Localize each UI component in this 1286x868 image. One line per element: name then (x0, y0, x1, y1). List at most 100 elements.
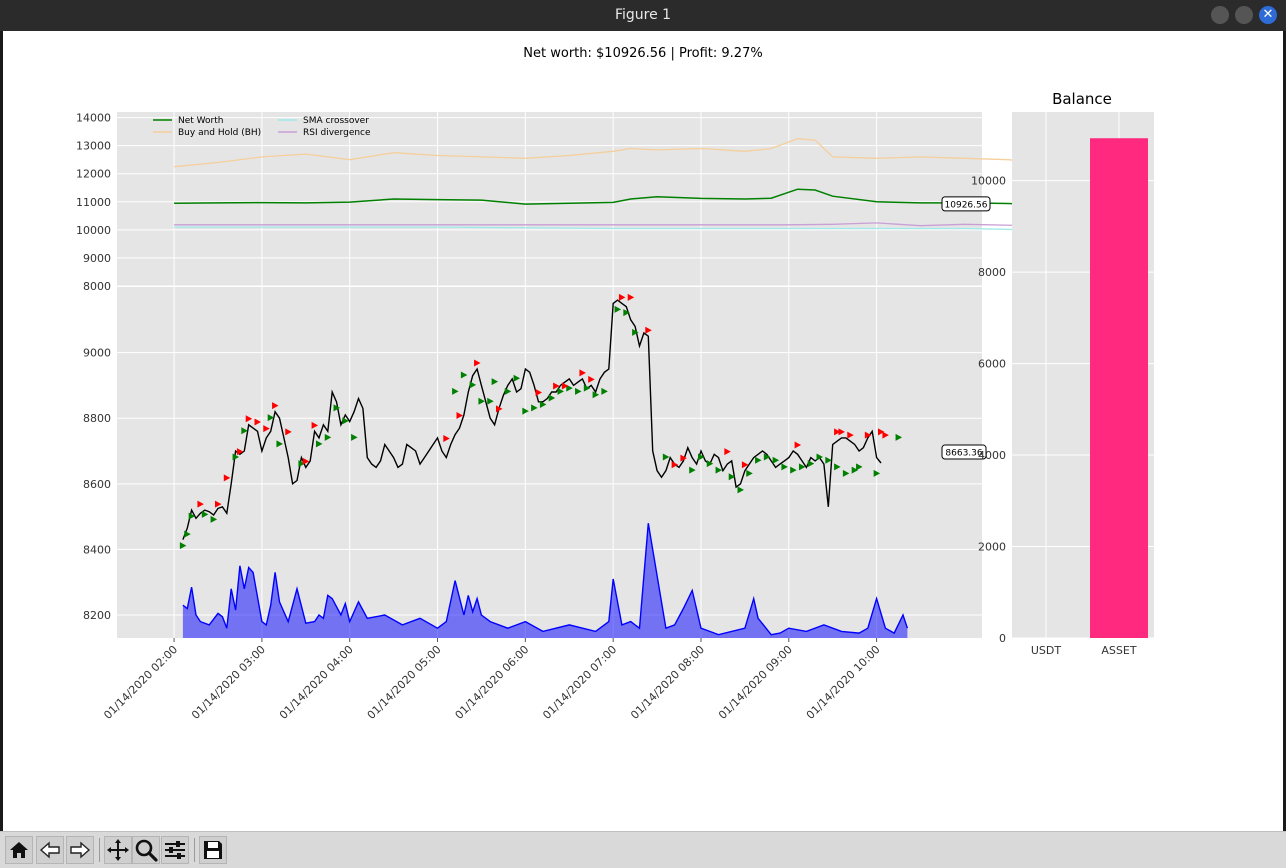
xtick-label: 01/14/2020 05:00 (365, 643, 444, 722)
sell-marker (197, 500, 204, 508)
buy-marker (548, 394, 556, 402)
sell-marker (456, 411, 463, 419)
save-button[interactable] (199, 836, 227, 864)
buy-marker (895, 433, 903, 441)
buy-marker (324, 433, 332, 441)
window-titlebar: Figure 1 ✕ (0, 0, 1286, 31)
zoom-button[interactable] (132, 836, 160, 864)
configure-icon (165, 841, 185, 859)
sell-marker (627, 293, 635, 301)
sell-marker (311, 421, 319, 429)
buy-marker (601, 387, 608, 395)
close-button[interactable]: ✕ (1259, 6, 1277, 24)
buy-marker (706, 460, 714, 468)
buy-marker (842, 469, 850, 477)
configure-subplots-button[interactable] (161, 836, 189, 864)
balance-bar-asset (1090, 138, 1148, 638)
networth-ytick-label: 12000 (76, 168, 111, 181)
balance-ytick-label: 10000 (971, 175, 1006, 188)
networth-ytick-label: 13000 (76, 140, 111, 153)
sell-marker (794, 441, 802, 449)
buy-marker (623, 309, 630, 317)
pan-button[interactable] (104, 836, 132, 864)
buy-marker (276, 440, 283, 448)
legend-label: SMA crossover (303, 116, 369, 126)
buy-marker (798, 463, 806, 471)
sell-marker (443, 434, 450, 442)
xtick-label: 01/14/2020 03:00 (189, 643, 268, 722)
buy-marker (460, 371, 468, 379)
buy-marker (856, 463, 863, 471)
price-ytick-label: 9000 (83, 347, 111, 360)
buy-marker (267, 414, 275, 422)
xtick-label: 01/14/2020 09:00 (716, 643, 795, 722)
legend-label: RSI divergence (303, 128, 371, 138)
buy-marker (834, 463, 841, 471)
price-ytick-label: 8200 (83, 609, 111, 622)
price-ytick-label: 8600 (83, 478, 111, 491)
networth-axes (117, 112, 982, 286)
buy-marker (210, 515, 218, 523)
series-line-buy-and-hold-bh- (174, 138, 1088, 168)
sell-marker (535, 389, 543, 397)
toolbar-separator (99, 838, 100, 862)
figure-canvas: Net worth: $10926.56 | Profit: 9.27% 140… (3, 31, 1283, 831)
buy-marker (697, 453, 705, 461)
buy-marker (755, 456, 762, 464)
volume-line (182, 523, 909, 636)
xtick-label: 01/14/2020 10:00 (804, 643, 883, 722)
balance-ytick-label: 8000 (978, 266, 1006, 279)
buy-marker (566, 384, 573, 392)
sell-marker (553, 382, 560, 390)
balance-ytick-label: 2000 (978, 541, 1006, 554)
volume-area (182, 523, 908, 638)
minimize-button[interactable] (1211, 6, 1229, 24)
buy-marker (504, 387, 512, 395)
buy-marker (539, 401, 547, 409)
price-value-box (941, 444, 987, 460)
sell-marker (214, 500, 222, 508)
buy-marker (333, 404, 341, 412)
price-ytick-label: 8800 (83, 412, 111, 425)
sell-marker (838, 428, 845, 436)
sell-marker (285, 428, 292, 436)
sell-marker (864, 431, 872, 439)
sell-marker (474, 359, 481, 367)
buy-marker (557, 387, 564, 395)
balance-xtick-label: ASSET (1101, 644, 1136, 657)
balance-ytick-label: 0 (999, 632, 1006, 645)
buy-marker (614, 305, 622, 313)
buy-marker (315, 440, 323, 448)
legend-label: Buy and Hold (BH) (178, 128, 261, 138)
back-button[interactable] (36, 836, 64, 864)
home-button[interactable] (5, 836, 33, 864)
toolbar-separator (194, 838, 195, 862)
buy-marker (184, 530, 191, 538)
buy-marker (531, 404, 538, 412)
sell-marker (834, 428, 841, 436)
sell-marker (254, 418, 262, 426)
figure-suptitle: Net worth: $10926.56 | Profit: 9.27% (523, 46, 762, 61)
buy-marker (513, 374, 521, 382)
forward-button[interactable] (66, 836, 94, 864)
networth-value-box (941, 196, 991, 212)
buy-marker (689, 466, 696, 474)
sell-marker (272, 402, 279, 410)
balance-ytick-label: 4000 (978, 449, 1006, 462)
figure-svg: Net worth: $10926.56 | Profit: 9.27% 140… (76, 46, 1154, 722)
price-line (182, 299, 882, 540)
sell-marker (680, 454, 687, 462)
buy-marker (763, 453, 771, 461)
sell-marker (847, 431, 854, 439)
networth-legend: Net Worth Buy and Hold (BH) SMA crossover R… (153, 116, 371, 138)
xtick-label: 01/14/2020 07:00 (540, 643, 619, 722)
buy-marker (851, 466, 859, 474)
networth-ytick-label: 8000 (83, 280, 111, 293)
buy-marker (781, 463, 788, 471)
buy-marker (816, 453, 824, 461)
window-title: Figure 1 (614, 7, 672, 23)
buy-marker (452, 387, 459, 395)
maximize-button[interactable] (1235, 6, 1253, 24)
buy-marker (201, 510, 209, 518)
balance-ytick-label: 6000 (978, 358, 1006, 371)
